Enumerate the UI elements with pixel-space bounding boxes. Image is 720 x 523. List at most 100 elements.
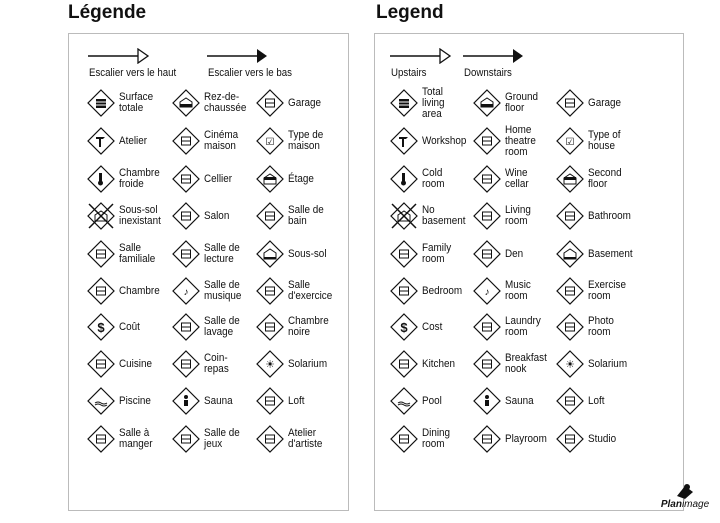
legend-item-label: Second floor xyxy=(588,167,622,190)
french-title: Légende xyxy=(68,2,147,23)
exercise-room-icon xyxy=(556,277,584,305)
family-room-icon xyxy=(390,240,418,268)
legend-item: Cold room xyxy=(390,161,447,197)
home-theatre-icon xyxy=(473,127,501,155)
legend-item-label: Solarium xyxy=(588,357,628,370)
cost-icon: $ xyxy=(390,313,418,341)
legend-item: $ Cost xyxy=(390,309,445,345)
legend-item: Studio xyxy=(556,421,619,457)
legend-item: ☀ Solarium xyxy=(556,346,631,382)
type-of-house-icon: ☑ xyxy=(256,127,284,155)
legend-item: Den xyxy=(473,236,525,272)
total-area-icon xyxy=(87,89,115,117)
legend-item-label: Dining room xyxy=(422,427,451,450)
legend-item-label: Photo room xyxy=(588,315,614,338)
legend-item-label: Family room xyxy=(422,242,452,265)
legend-item: Exercise room xyxy=(556,273,630,309)
legend-item-label: Basement xyxy=(588,247,633,260)
legend-item: Salle familiale xyxy=(87,236,159,272)
legend-item-label: Garage xyxy=(588,96,622,109)
family-room-icon xyxy=(87,240,115,268)
legend-item-label: Coût xyxy=(119,320,140,333)
legend-item: $ Coût xyxy=(87,309,142,345)
den-icon xyxy=(473,240,501,268)
laundry-room-icon xyxy=(473,313,501,341)
studio-icon xyxy=(556,425,584,453)
legend-item: Étage xyxy=(256,161,317,197)
legend-item-label: Living room xyxy=(505,204,531,227)
legend-item-label: Type of house xyxy=(588,129,621,152)
legend-item: Ground floor xyxy=(473,85,542,121)
second-floor-icon xyxy=(556,165,584,193)
solarium-icon: ☀ xyxy=(256,350,284,378)
legend-item: Piscine xyxy=(87,383,154,419)
solarium-icon: ☀ xyxy=(556,350,584,378)
ground-floor-icon xyxy=(473,89,501,117)
legend-item: Loft xyxy=(256,383,306,419)
legend-item: Cellier xyxy=(172,161,235,197)
workshop-icon xyxy=(390,127,418,155)
legend-item-label: Salle à manger xyxy=(119,427,153,450)
legend-item: Living room xyxy=(473,198,534,234)
legend-item: ♪ Music room xyxy=(473,273,534,309)
ground-floor-icon xyxy=(172,89,200,117)
legend-item: ☑ Type de maison xyxy=(256,123,327,159)
french-legend-panel xyxy=(68,33,349,511)
legend-item: Salle d'exercice xyxy=(256,273,337,309)
legend-item-label: Salon xyxy=(204,209,230,222)
legend-item: Garage xyxy=(256,85,325,121)
cost-icon: $ xyxy=(87,313,115,341)
legend-item-label: Bathroom xyxy=(588,209,631,222)
exercise-room-icon xyxy=(256,277,284,305)
legend-item-label: Home theatre room xyxy=(505,123,536,158)
bathroom-icon xyxy=(256,202,284,230)
english-title: Legend xyxy=(376,2,444,23)
legend-item-label: Rez-de- chaussée xyxy=(204,91,247,114)
english-legend-panel xyxy=(374,33,684,511)
stairs-up-label: Escalier vers le haut xyxy=(89,67,177,79)
legend-item: Coin- repas xyxy=(172,346,232,382)
legend-item-label: Loft xyxy=(588,394,605,407)
svg-text:♪: ♪ xyxy=(485,287,490,298)
loft-icon xyxy=(556,387,584,415)
legend-item-label: Garage xyxy=(288,96,322,109)
playroom-icon xyxy=(473,425,501,453)
legend-item: Sous-sol inexistant xyxy=(87,198,165,234)
legend-item: Sauna xyxy=(172,383,236,419)
second-floor-icon xyxy=(256,165,284,193)
legend-item: Cinéma maison xyxy=(172,123,242,159)
legend-item-label: Piscine xyxy=(119,394,151,407)
legend-item-label: Type de maison xyxy=(288,129,324,152)
legend-item: Playroom xyxy=(473,421,551,457)
legend-item: ☀ Solarium xyxy=(256,346,331,382)
sauna-icon xyxy=(473,387,501,415)
legend-item-label: Music room xyxy=(505,279,531,302)
legend-item: Dining room xyxy=(390,421,453,457)
pool-icon xyxy=(390,387,418,415)
legend-item-label: Sous-sol inexistant xyxy=(119,204,161,227)
legend-item: Bedroom xyxy=(390,273,467,309)
legend-item: ☑ Type of house xyxy=(556,123,624,159)
legend-item: Salle à manger xyxy=(87,421,156,457)
legend-item-label: Cost xyxy=(422,320,443,333)
stairs-down-arrow-icon xyxy=(207,49,267,63)
legend-item: Photo room xyxy=(556,309,617,345)
studio-icon xyxy=(256,425,284,453)
laundry-room-icon xyxy=(172,313,200,341)
bedroom-icon xyxy=(87,277,115,305)
legend-item: Wine cellar xyxy=(473,161,531,197)
legend-item: Workshop xyxy=(390,123,471,159)
legend-item-label: Exercise room xyxy=(588,279,626,302)
legend-item-label: Cold room xyxy=(422,167,445,190)
legend-item-label: Wine cellar xyxy=(505,167,529,190)
legend-item-label: Sauna xyxy=(204,394,233,407)
photo-room-icon xyxy=(256,313,284,341)
legend-item: Breakfast nook xyxy=(473,346,551,382)
legend-item-label: Cuisine xyxy=(119,357,153,370)
legend-item-label: Cellier xyxy=(204,172,233,185)
legend-item-label: Kitchen xyxy=(422,357,456,370)
legend-item: Chambre xyxy=(87,273,164,309)
living-room-icon xyxy=(172,202,200,230)
legend-item-label: Salle de lavage xyxy=(204,315,240,338)
legend-item-label: Salle de musique xyxy=(204,279,242,302)
